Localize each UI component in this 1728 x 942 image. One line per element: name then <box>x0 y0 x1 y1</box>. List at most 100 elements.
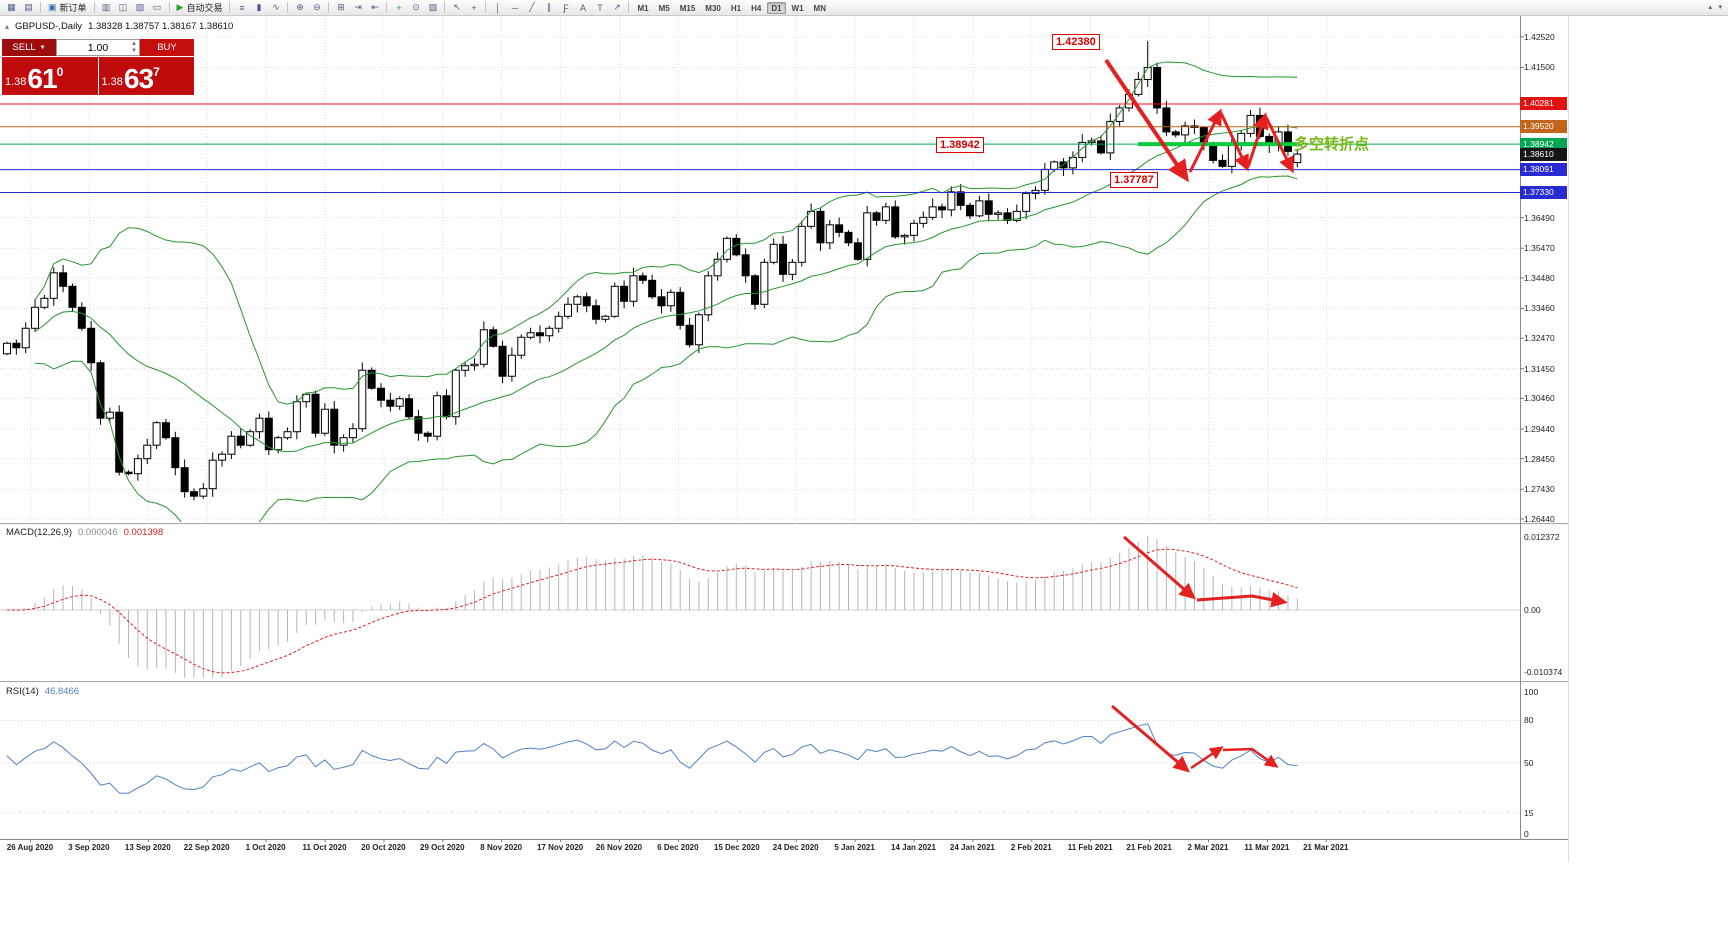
trend-arrow[interactable] <box>1123 535 1196 600</box>
macd-header: MACD(12,26,9) 0.000046 0.001398 <box>6 527 163 538</box>
time-axis-label: 26 Nov 2020 <box>595 843 643 852</box>
zoom-in-icon[interactable]: ⊕ <box>296 2 304 12</box>
candlestick-icon[interactable]: ▮ <box>256 2 262 12</box>
fibonacci-icon[interactable]: Ƒ <box>563 2 569 13</box>
trend-arrow[interactable] <box>1196 592 1288 608</box>
time-axis-label: 5 Jan 2021 <box>834 843 875 852</box>
arrows-icon[interactable]: ↗ <box>613 2 621 12</box>
collapse-icon[interactable]: ▴ <box>5 22 10 31</box>
trend-arrow[interactable] <box>1222 747 1279 768</box>
templates-icon[interactable]: ▨ <box>428 2 438 12</box>
price-axis-label: 1.33460 <box>1524 303 1555 314</box>
timeframe-m5-button[interactable]: M5 <box>658 3 670 13</box>
terminal-icon[interactable]: ▭ <box>152 2 162 12</box>
channel-icon[interactable]: ∥ <box>546 2 552 12</box>
time-axis-label: 3 Sep 2020 <box>68 843 110 852</box>
macd-value-main: 0.000046 <box>78 527 118 538</box>
volume-input[interactable]: 1.00 ▲ ▼ <box>56 39 140 56</box>
time-axis-label: 29 Oct 2020 <box>420 843 465 852</box>
ask-prefix: 1.38 <box>101 76 123 88</box>
rsi-axis-label: 15 <box>1524 807 1534 818</box>
data-window-icon[interactable]: ◫ <box>118 2 128 12</box>
toolbar: ▦ ▤ ▣ 新订单 ▥ ◫ ▧ ▭ ▶ 自动交易 ≡ ▮ ∿ ⊕ ⊖ ⊞ ⇥ ⇤ + ⊙ ▨ ↖ + │ ─ ╱ ∥ Ƒ A T ↗ M1 M5… <box>0 0 1728 16</box>
sell-button[interactable]: SELL ▼ <box>2 39 56 56</box>
trend-arrow[interactable] <box>1111 704 1190 773</box>
price-flag[interactable]: 1.42380 <box>1052 34 1100 50</box>
toolbar-overflow-down[interactable]: ▾ <box>1718 4 1722 11</box>
price-axis-label: 1.34480 <box>1524 272 1555 283</box>
time-axis-label: 14 Jan 2021 <box>891 843 936 852</box>
trend-arrow[interactable] <box>1104 58 1189 183</box>
price-axis-label: 1.29440 <box>1524 424 1555 434</box>
rsi-value: 46.8466 <box>44 686 80 697</box>
time-axis-label: 15 Dec 2020 <box>713 843 760 852</box>
time-axis-label: 2 Mar 2021 <box>1187 843 1229 852</box>
trendline-icon[interactable]: ╱ <box>529 2 535 12</box>
crosshair-icon[interactable]: + <box>471 2 477 13</box>
trend-arrow[interactable] <box>1219 112 1249 172</box>
timeframe-mn-button[interactable]: MN <box>813 3 826 13</box>
price-axis-label: 1.28450 <box>1524 453 1555 464</box>
zoom-out-icon[interactable]: ⊖ <box>313 2 321 12</box>
trend-arrow[interactable] <box>1246 112 1269 168</box>
price-axis-label: 1.35470 <box>1524 243 1555 254</box>
time-axis-label: 26 Aug 2020 <box>6 843 54 852</box>
rsi-axis-label: 100 <box>1524 687 1539 697</box>
timeframe-m1-button[interactable]: M1 <box>637 3 649 13</box>
macd-axis-label: 0.012372 <box>1524 531 1560 542</box>
volume-value: 1.00 <box>87 41 109 54</box>
time-axis-label: 17 Nov 2020 <box>536 843 584 852</box>
volume-down-icon[interactable]: ▼ <box>131 48 137 54</box>
timeframe-d1-button[interactable]: D1 <box>767 1 786 14</box>
toolbar-overflow-up[interactable]: ▴ <box>1708 4 1712 11</box>
macd-histogram <box>15 536 1298 678</box>
profiles-icon[interactable]: ▤ <box>24 2 33 12</box>
autotrading-button[interactable]: ▶ 自动交易 <box>173 1 227 14</box>
price-flag[interactable]: 1.38942 <box>936 137 984 153</box>
macd-axis-label: 0.00 <box>1524 605 1541 615</box>
trend-arrow[interactable] <box>1188 108 1222 173</box>
periods-icon[interactable]: ⊙ <box>412 2 420 12</box>
new-chart-icon[interactable]: ▦ <box>7 2 16 12</box>
timeframe-w1-button[interactable]: W1 <box>791 3 804 13</box>
autotrading-button-icon: ▶ <box>176 2 184 12</box>
ohlc-readout: 1.38328 1.38757 1.38167 1.38610 <box>88 21 234 32</box>
bid-big-digits: 61 <box>27 63 57 94</box>
horizontal-line-icon[interactable]: ─ <box>511 2 519 13</box>
label-icon[interactable]: T <box>597 2 603 13</box>
new-order-button[interactable]: ▣ 新订单 <box>44 1 91 14</box>
bid-price[interactable]: 1.38 61 0 <box>2 57 98 95</box>
chart-shift-icon[interactable]: ⇤ <box>371 2 379 12</box>
note-text[interactable]: 多空转折点 <box>1294 136 1370 153</box>
indicators-icon[interactable]: + <box>396 2 402 13</box>
timeframe-h1-button[interactable]: H1 <box>730 3 742 13</box>
buy-button[interactable]: BUY <box>140 39 194 56</box>
symbol-period-label: GBPUSD-,Daily <box>15 21 83 32</box>
timeframe-m30-button[interactable]: M30 <box>705 3 721 13</box>
ask-big-digits: 63 <box>123 63 154 94</box>
timeframe-h4-button[interactable]: H4 <box>751 3 762 13</box>
trend-arrow[interactable] <box>1190 746 1224 770</box>
cursor-icon[interactable]: ↖ <box>453 2 461 12</box>
price-flag[interactable]: 1.37787 <box>1110 172 1158 188</box>
time-axis-label: 6 Dec 2020 <box>657 843 699 852</box>
text-icon[interactable]: A <box>579 2 586 13</box>
caret-down-icon: ▼ <box>39 44 46 51</box>
tile-windows-icon[interactable]: ⊞ <box>337 2 345 12</box>
line-chart-icon[interactable]: ∿ <box>272 2 280 12</box>
trend-arrow[interactable] <box>1264 116 1294 174</box>
toolbar-separator <box>229 2 231 13</box>
navigator-icon[interactable]: ▧ <box>135 2 145 12</box>
bar-chart-icon[interactable]: ≡ <box>239 2 245 13</box>
timeframe-m15-button[interactable]: M15 <box>679 3 696 13</box>
price-axis-label: 1.30460 <box>1524 393 1555 404</box>
macd-label: MACD(12,26,9) <box>6 527 72 538</box>
volume-up-icon[interactable]: ▲ <box>131 41 137 47</box>
time-axis-label: 13 Sep 2020 <box>124 843 171 852</box>
auto-scroll-icon[interactable]: ⇥ <box>354 2 362 12</box>
toolbar-separator <box>168 2 170 13</box>
market-watch-icon[interactable]: ▥ <box>101 2 111 12</box>
ask-price[interactable]: 1.38 63 7 <box>98 57 194 95</box>
vertical-line-icon[interactable]: │ <box>495 2 501 13</box>
